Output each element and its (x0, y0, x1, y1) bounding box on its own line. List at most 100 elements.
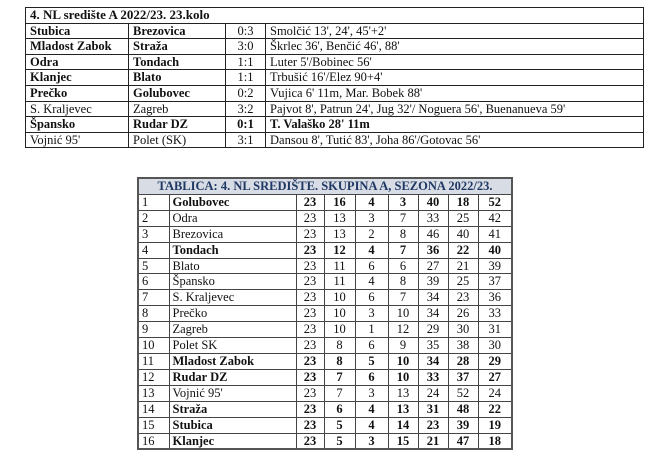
standings-row: 15 Stubica 23 5 4 14 23 39 19 (137, 416, 513, 434)
played: 23 (295, 321, 325, 339)
scorers: T. Valaško 28' 11m (265, 116, 644, 133)
goals-against: 28 (447, 352, 479, 370)
scorers: Luter 5'/Bobinec 56' (265, 53, 644, 71)
losses: 7 (387, 241, 419, 259)
wins: 10 (323, 305, 356, 323)
points: 27 (477, 368, 513, 386)
position: 1 (137, 193, 170, 211)
wins: 8 (323, 352, 356, 370)
match-row: Prečko Golubovec 0:2 Vujica 6' 11m, Mar. Bo… (25, 84, 644, 102)
goals-against: 48 (447, 400, 479, 418)
position: 5 (137, 257, 170, 275)
standings-row: 9 Zagreb 23 10 1 12 29 30 31 (137, 321, 513, 339)
goals-against: 18 (447, 193, 479, 211)
standings-row: 5 Blato 23 11 6 6 27 21 39 (137, 257, 513, 275)
away-team: Blato (128, 69, 226, 86)
team-name: Vojnić 95' (168, 384, 297, 402)
position: 10 (137, 337, 170, 354)
draws: 4 (354, 193, 389, 211)
home-team: Špansko (25, 116, 129, 133)
losses: 3 (387, 193, 419, 211)
draws: 2 (354, 225, 389, 243)
played: 23 (295, 368, 325, 386)
match-row: Klanjec Blato 1:1 Trbušić 16'/Elez 90+4' (25, 69, 644, 86)
losses: 10 (387, 352, 419, 370)
played: 23 (295, 257, 325, 275)
goals-against: 25 (447, 209, 479, 227)
standings-row: 16 Klanjec 23 5 3 15 21 47 18 (137, 432, 513, 450)
standings-row: 12 Rudar DZ 23 7 6 10 33 37 27 (137, 368, 513, 386)
team-name: Zagreb (168, 321, 297, 339)
score: 0:1 (225, 116, 266, 133)
team-name: Rudar DZ (168, 368, 297, 386)
draws: 4 (354, 273, 389, 291)
draws: 5 (354, 352, 389, 370)
draws: 4 (354, 241, 389, 259)
match-row: Mladost Zabok Straža 3:0 Škrlec 36', Benčić… (25, 38, 644, 55)
wins: 11 (323, 257, 356, 275)
position: 13 (137, 384, 170, 402)
draws: 3 (354, 432, 389, 450)
wins: 7 (323, 368, 356, 386)
losses: 9 (387, 337, 419, 354)
wins: 16 (323, 193, 356, 211)
position: 7 (137, 289, 170, 307)
losses: 10 (387, 305, 419, 323)
home-team: Odra (25, 53, 129, 71)
standings-row: 3 Brezovica 23 13 2 8 46 40 41 (137, 225, 513, 243)
standings-row: 1 Golubovec 23 16 4 3 40 18 52 (137, 193, 513, 211)
standings-row: 14 Straža 23 6 4 13 31 48 22 (137, 400, 513, 418)
team-name: Tondach (168, 241, 297, 259)
position: 4 (137, 241, 170, 259)
draws: 3 (354, 384, 389, 402)
score: 3:0 (225, 38, 266, 55)
goals-for: 23 (417, 416, 449, 434)
points: 37 (477, 273, 513, 291)
draws: 3 (354, 209, 389, 227)
losses: 14 (387, 416, 419, 434)
score: 1:1 (225, 53, 266, 71)
away-team: Straža (128, 38, 226, 55)
scorers: Smolčić 13', 24', 45'+2' (265, 22, 644, 40)
goals-against: 37 (447, 368, 479, 386)
losses: 10 (387, 368, 419, 386)
position: 9 (137, 321, 170, 339)
standings-row: 2 Odra 23 13 3 7 33 25 42 (137, 209, 513, 227)
goals-for: 35 (417, 337, 449, 354)
goals-for: 24 (417, 384, 449, 402)
wins: 11 (323, 273, 356, 291)
away-team: Tondach (128, 53, 226, 71)
losses: 13 (387, 400, 419, 418)
standings-title-row: TABLICA: 4. NL SREDIŠTE. SKUPINA A, SEZO… (137, 177, 513, 195)
goals-for: 39 (417, 273, 449, 291)
goals-for: 36 (417, 241, 449, 259)
scorers: Vujica 6' 11m, Mar. Bobek 88' (265, 84, 644, 102)
points: 29 (477, 352, 513, 370)
goals-for: 40 (417, 193, 449, 211)
standings-title: TABLICA: 4. NL SREDIŠTE. SKUPINA A, SEZO… (137, 177, 513, 195)
results-table: 4. NL središte A 2022/23. 23.kolo Stubic… (25, 7, 644, 149)
wins: 13 (323, 225, 356, 243)
goals-against: 52 (447, 384, 479, 402)
played: 23 (295, 289, 325, 307)
goals-against: 23 (447, 289, 479, 307)
away-team: Rudar DZ (128, 116, 226, 133)
scorers: Dansou 8', Tutić 83', Joha 86'/Gotovac 5… (265, 131, 644, 149)
goals-for: 34 (417, 289, 449, 307)
points: 33 (477, 305, 513, 323)
losses: 7 (387, 209, 419, 227)
position: 3 (137, 225, 170, 243)
team-name: Blato (168, 257, 297, 275)
results-title: 4. NL središte A 2022/23. 23.kolo (25, 7, 644, 24)
points: 22 (477, 400, 513, 418)
draws: 1 (354, 321, 389, 339)
scorers: Trbušić 16'/Elez 90+4' (265, 69, 644, 86)
home-team: Vojnić 95' (25, 131, 129, 149)
position: 11 (137, 352, 170, 370)
home-team: S. Kraljevec (25, 100, 129, 118)
wins: 7 (323, 384, 356, 402)
score: 0:3 (225, 22, 266, 40)
draws: 6 (354, 289, 389, 307)
away-team: Polet (SK) (128, 131, 226, 149)
position: 6 (137, 273, 170, 291)
